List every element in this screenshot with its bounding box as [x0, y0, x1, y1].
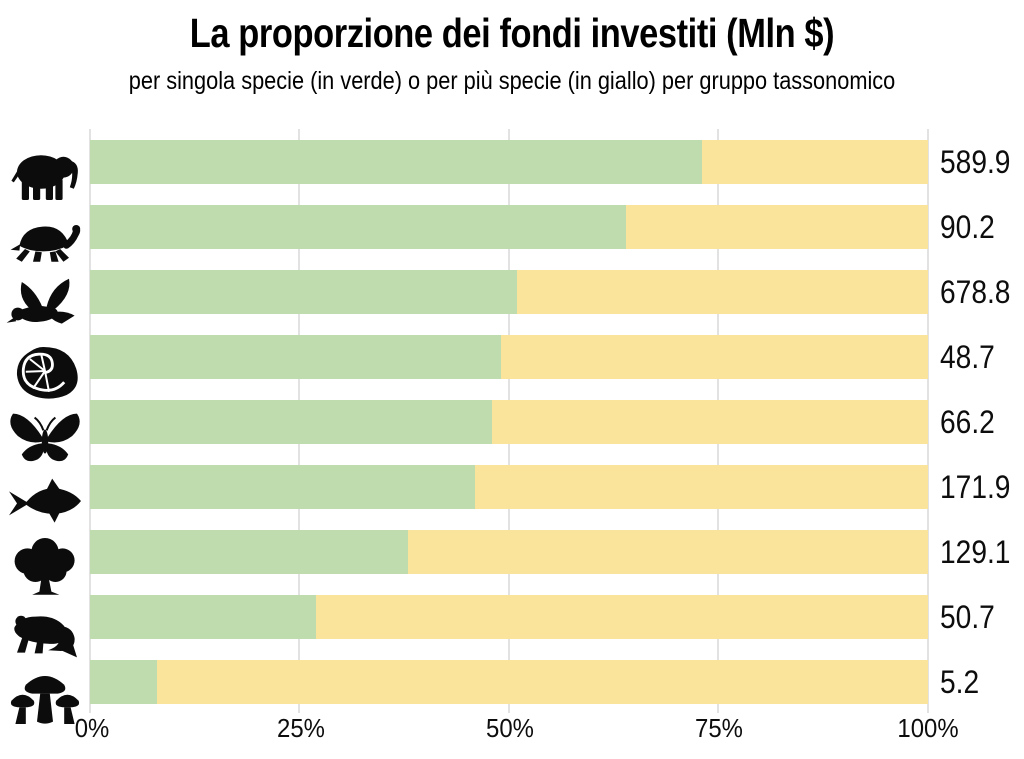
nautilus-icon	[5, 340, 85, 402]
bar-track	[90, 465, 928, 509]
elephant-icon	[5, 145, 85, 207]
multi-species-segment	[408, 530, 928, 574]
table-row: 171.9	[0, 465, 1024, 523]
single-species-segment	[90, 205, 627, 249]
multi-species-segment	[475, 465, 928, 509]
table-row: 90.2	[0, 205, 1024, 262]
bar-value-label: 90.2	[940, 209, 995, 245]
single-species-segment	[90, 595, 317, 639]
tree-icon	[5, 535, 85, 597]
x-axis-tick-label: 50%	[486, 713, 534, 743]
chart-subtitle: per singola specie (in verde) o per più …	[128, 67, 896, 95]
single-species-segment	[90, 400, 493, 444]
bar-value-label: 171.9	[940, 469, 1011, 505]
single-species-segment	[90, 530, 409, 574]
bar-value-label: 129.1	[940, 534, 1011, 570]
multi-species-segment	[316, 595, 928, 639]
bar-track	[90, 595, 928, 639]
bar-value-label: 589.9	[940, 144, 1011, 180]
bar-value-label: 66.2	[940, 404, 995, 440]
bar-value-label: 678.8	[940, 274, 1011, 310]
bar-value-label: 48.7	[940, 339, 995, 375]
multi-species-segment	[500, 335, 928, 379]
bar-value-label: 5.2	[940, 664, 980, 700]
frog-icon	[5, 600, 85, 662]
bar-track	[90, 140, 928, 184]
bar-track	[90, 205, 928, 249]
x-axis-tick-label: 100%	[897, 713, 959, 743]
multi-species-segment	[492, 400, 928, 444]
bar-track	[90, 530, 928, 574]
x-axis-tick-label: 0%	[74, 713, 110, 743]
table-row: 66.2	[0, 400, 1024, 462]
mushroom-icon	[5, 665, 85, 727]
table-row: 5.2	[0, 660, 1024, 724]
single-species-segment	[90, 660, 158, 704]
table-row: 678.8	[0, 270, 1024, 324]
bar-track	[90, 335, 928, 379]
multi-species-segment	[157, 660, 928, 704]
single-species-segment	[90, 270, 518, 314]
multi-species-segment	[626, 205, 928, 249]
single-species-segment	[90, 465, 476, 509]
x-axis-tick-label: 75%	[695, 713, 743, 743]
gridline-100pct	[927, 129, 929, 713]
table-row: 129.1	[0, 530, 1024, 595]
table-row: 589.9	[0, 140, 1024, 200]
butterfly-icon	[5, 405, 85, 467]
single-species-segment	[90, 140, 702, 184]
chart-title: La proporzione dei fondi investiti (Mln …	[189, 10, 835, 56]
bar-track	[90, 400, 928, 444]
bar-value-label: 50.7	[940, 599, 995, 635]
bar-track	[90, 270, 928, 314]
multi-species-segment	[517, 270, 928, 314]
fish-icon	[5, 470, 85, 532]
bar-track	[90, 660, 928, 704]
turtle-icon	[5, 210, 85, 272]
multi-species-segment	[701, 140, 928, 184]
single-species-segment	[90, 335, 501, 379]
table-row: 48.7	[0, 335, 1024, 399]
x-axis-tick-label: 25%	[277, 713, 325, 743]
bird-icon	[5, 275, 85, 337]
table-row: 50.7	[0, 595, 1024, 658]
